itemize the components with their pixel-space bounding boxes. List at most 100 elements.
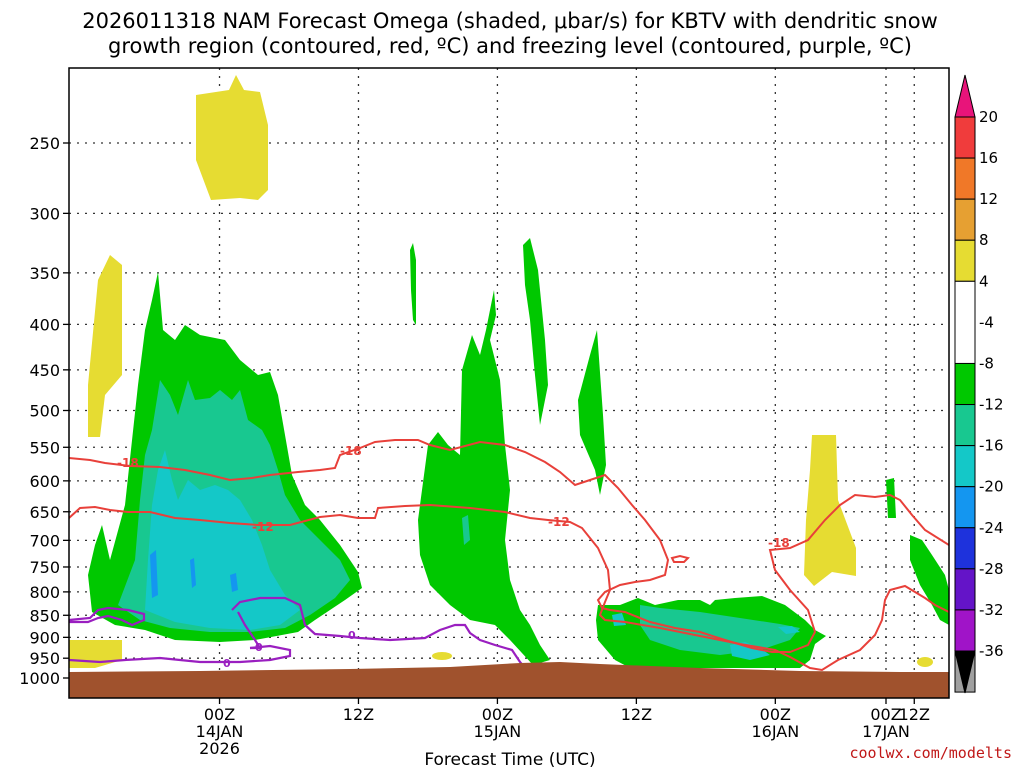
- colorbar-bin: [954, 568, 976, 611]
- freezing-contour-main: [231, 596, 536, 681]
- freezing-label-3: 0: [255, 641, 263, 654]
- x-tick-label: 12Z: [899, 705, 930, 724]
- x-tick-label: 00Z: [482, 705, 513, 724]
- x-tick-label: 00Z: [760, 705, 791, 724]
- y-tick-label: 700: [29, 531, 60, 550]
- dendritic-label-5: -18: [768, 536, 790, 550]
- x-tick-date: 14JAN: [196, 722, 244, 741]
- omega-area-cyan-lower-right: [730, 642, 770, 660]
- colorbar: 20 16 12 8 4 -4 -8 -12 -16 -20 -24 -28 -32 -36: [954, 74, 1004, 694]
- omega-area-seagreen-center: [462, 515, 470, 545]
- dendritic-label-2: -18: [340, 444, 362, 458]
- omega-area-green-mid-right: [578, 330, 606, 495]
- contour-small-ring: [670, 554, 690, 563]
- freezing-contour-loop-left: [69, 606, 146, 627]
- colorbar-label: -16: [979, 437, 1004, 455]
- omega-area-seagreen-lower-right: [640, 605, 800, 655]
- omega-area-green-edge-right: [910, 535, 949, 625]
- omega-area-cyan-main: [145, 450, 300, 630]
- y-tick-label: 1000: [19, 669, 60, 688]
- dendritic-contours: [69, 439, 949, 672]
- colorbar-label: -24: [979, 519, 1004, 537]
- freezing-contour-upper-lobe: [237, 611, 262, 650]
- contour-minus18-upper: [69, 439, 949, 653]
- freezing-label-1: 0: [348, 629, 356, 642]
- colorbar-label: 20: [979, 108, 998, 126]
- omega-area-blue-speck-1: [150, 550, 158, 598]
- omega-area-blue-speck-3: [230, 573, 238, 592]
- freezing-level-contours: [69, 596, 536, 681]
- chart-title-line2: growth region (contoured, red, ºC) and f…: [108, 34, 912, 58]
- site-credit: coolwx.com/modelts: [849, 744, 1012, 762]
- dendritic-label-3: -12: [252, 520, 274, 534]
- y-tick-label: 600: [29, 472, 60, 491]
- colorbar-label: -32: [979, 601, 1004, 619]
- omega-area-green-center: [418, 290, 550, 665]
- omega-area-green-far-right: [886, 478, 896, 518]
- colorbar-top-arrow: [954, 74, 976, 118]
- x-tick-label: 12Z: [343, 705, 374, 724]
- colorbar-label: 8: [979, 231, 989, 249]
- colorbar-bin: [954, 362, 976, 406]
- colorbar-label: -20: [979, 478, 1004, 496]
- y-tick-label: 800: [29, 583, 60, 602]
- omega-shading-blue: [150, 550, 238, 598]
- colorbar-label: 4: [979, 272, 989, 290]
- omega-area-yellow-speck-2: [917, 657, 933, 667]
- y-tick-label: 500: [29, 402, 60, 421]
- omega-area-yellow-speck-1: [432, 652, 452, 660]
- x-tick-label: 12Z: [621, 705, 652, 724]
- colorbar-label: -12: [979, 396, 1004, 414]
- y-axis: 250 300 350 400 450 500 550 600 650 700 750 800 850 9…: [19, 134, 69, 688]
- colorbar-bin: [954, 404, 976, 447]
- colorbar-bin: [954, 527, 976, 570]
- omega-area-green-thin: [410, 243, 416, 325]
- colorbar-bottom-arrow: [954, 650, 976, 694]
- ground-surface: [69, 662, 949, 698]
- dendritic-label-1: -18: [117, 456, 139, 470]
- x-tick-date: 16JAN: [751, 722, 799, 741]
- colorbar-bin: [954, 486, 976, 529]
- dendritic-label-4: -12: [548, 515, 570, 529]
- x-tick-label: 00Z: [870, 705, 901, 724]
- x-tick-date: 15JAN: [474, 722, 522, 741]
- colorbar-label: -36: [979, 642, 1004, 660]
- colorbar-label: 12: [979, 190, 998, 208]
- colorbar-bin: [954, 198, 976, 241]
- y-tick-label: 250: [29, 134, 60, 153]
- chart-title-line1: 2026011318 NAM Forecast Omega (shaded, μ…: [82, 9, 938, 33]
- y-tick-label: 950: [29, 649, 60, 668]
- colorbar-label: 16: [979, 149, 998, 167]
- omega-shading-cyan: [145, 450, 800, 660]
- x-tick-date: 17JAN: [862, 722, 910, 741]
- x-axis-title: Forecast Time (UTC): [424, 750, 595, 768]
- freezing-contour-lower: [69, 644, 292, 664]
- y-tick-label: 650: [29, 503, 60, 522]
- x-tick-label: 00Z: [204, 705, 235, 724]
- contour-labels: -18 -18 -12 -12 -18 0 0 0: [117, 444, 790, 670]
- freezing-label-2: 0: [223, 657, 231, 670]
- colorbar-bin: [954, 116, 976, 159]
- omega-area-yellow-left: [88, 255, 122, 437]
- colorbar-label: -28: [979, 560, 1004, 578]
- y-tick-label: 550: [29, 438, 60, 457]
- contour-minus12: [69, 503, 949, 672]
- colorbar-bin: [954, 239, 976, 282]
- y-tick-label: 350: [29, 264, 60, 283]
- omega-area-blue-speck-2: [190, 558, 196, 588]
- x-tick-year: 2026: [199, 739, 240, 758]
- colorbar-label: -8: [979, 354, 994, 372]
- plot-frame: [68, 67, 950, 699]
- y-tick-label: 750: [29, 558, 60, 577]
- y-tick-label: 300: [29, 204, 60, 223]
- y-tick-label: 400: [29, 315, 60, 334]
- omega-area-green-mid-upper: [523, 238, 548, 425]
- colorbar-bin: [954, 280, 976, 364]
- omega-area-cyan-speck: [778, 626, 800, 634]
- omega-area-yellow-upper: [196, 75, 268, 200]
- y-tick-label: 900: [29, 628, 60, 647]
- y-tick-label: 850: [29, 606, 60, 625]
- y-tick-label: 450: [29, 361, 60, 380]
